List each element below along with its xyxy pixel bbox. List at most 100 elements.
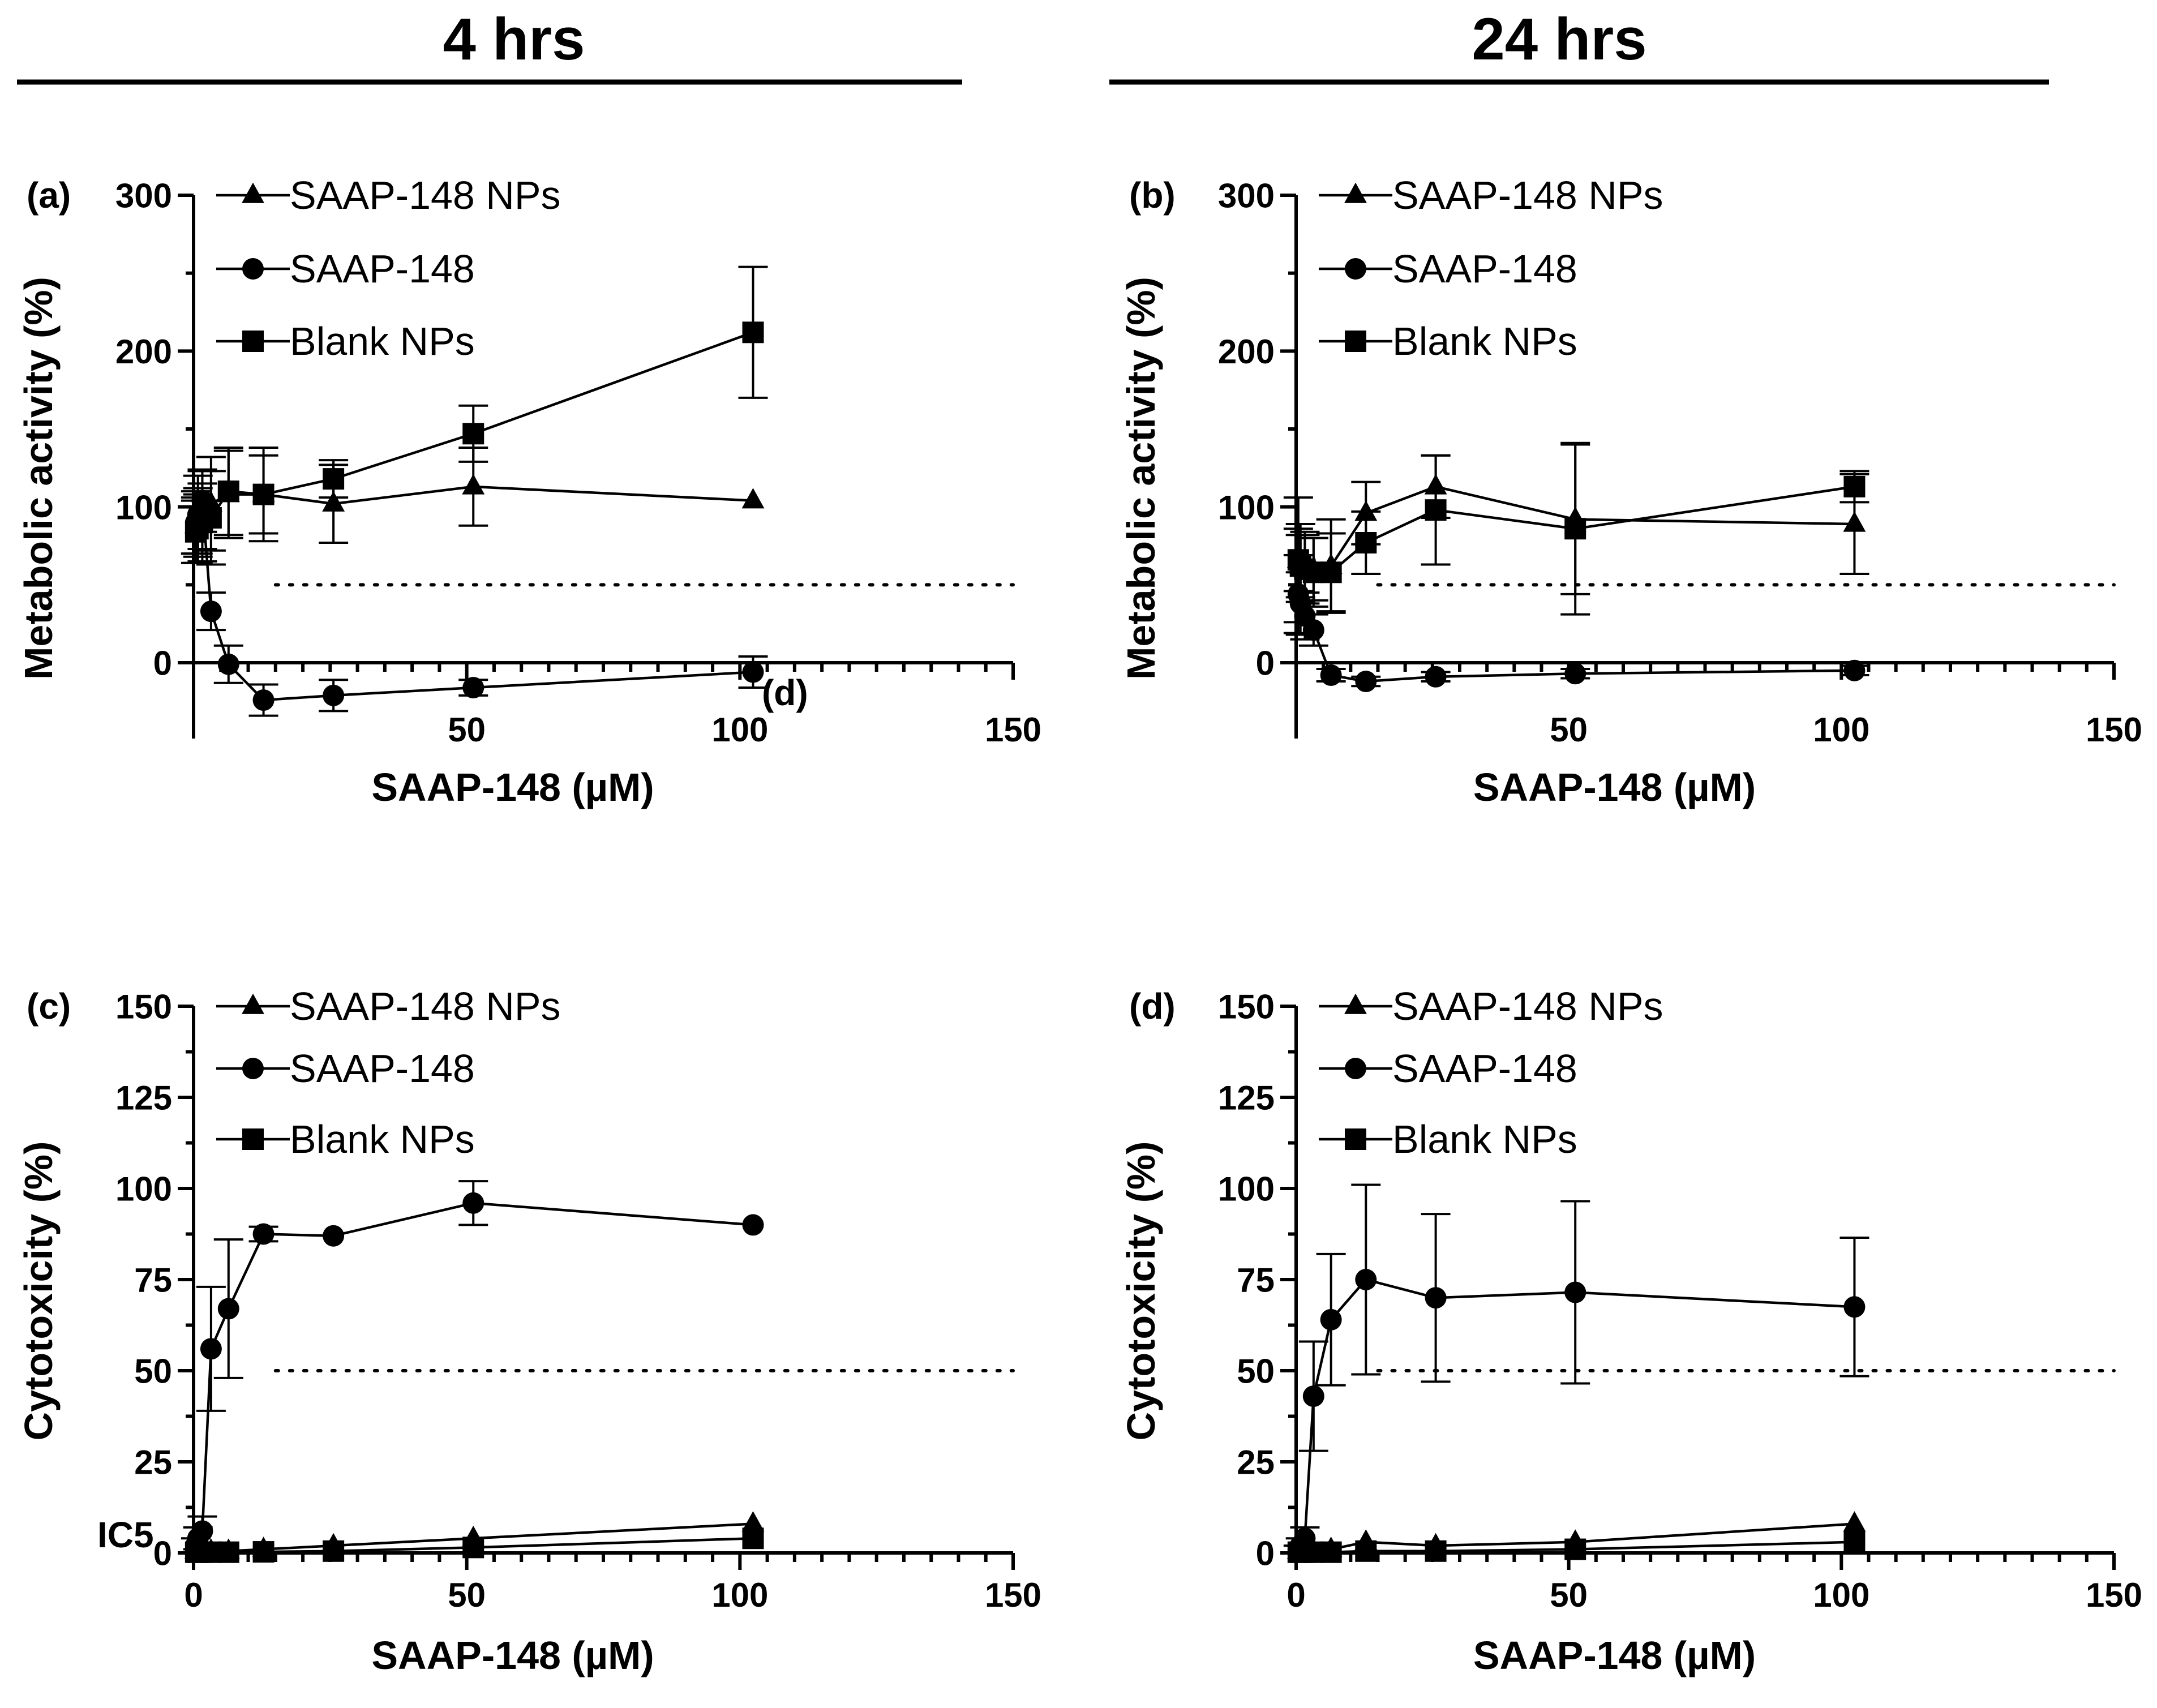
data-point [252, 1223, 275, 1245]
series-line [194, 1201, 753, 1546]
data-point [462, 1537, 484, 1559]
legend-label: SAAP-148 [1392, 1046, 1577, 1091]
legend-marker [242, 1128, 264, 1150]
data-point [462, 423, 484, 445]
data-point [1355, 671, 1377, 693]
x-tick-label: 0 [184, 1576, 203, 1614]
panel-a: 0 100 200 300 50 100 150 SAAP-148 (µM) Metabolic… [16, 173, 1041, 809]
legend-marker [242, 993, 264, 1014]
data-point [462, 677, 484, 699]
legend-item: Blank NPs [1319, 319, 1577, 363]
data-point [1355, 531, 1377, 553]
x-tick-label: 150 [2086, 711, 2142, 749]
header-4hrs: 4 hrs [443, 6, 585, 72]
data-point [462, 474, 485, 495]
data-point [1843, 475, 1866, 497]
y-tick-label: 25 [134, 1444, 172, 1482]
y-tick-label: 50 [1237, 1353, 1275, 1391]
x-tick-label: 100 [1813, 1576, 1869, 1614]
y-tick-label: 300 [115, 177, 172, 215]
series-saap-148 [181, 1180, 764, 1557]
x-tick-label: 100 [711, 711, 768, 749]
data-point [252, 483, 275, 505]
panel-c: 0 25 50 75 100 125 150 0 50 100 150 SAAP-148 (µM) Cy… [16, 984, 1041, 1677]
y-tick-label: 25 [1237, 1444, 1275, 1482]
y-axis-title: Metabolic activity (%) [16, 277, 61, 680]
legend-label: SAAP-148 NPs [290, 984, 561, 1028]
legend-marker [1344, 993, 1367, 1014]
data-point [1302, 619, 1324, 641]
legend-label: Blank NPs [1392, 1117, 1577, 1161]
data-point [200, 507, 222, 529]
series-line [194, 499, 753, 702]
series-saap-148 [1283, 554, 1869, 693]
panel-d: 0 25 50 75 100 125 150 0 50 100 150 SAAP-148 (µM) Cy… [1119, 984, 2142, 1677]
y-tick-label: 100 [115, 488, 172, 526]
data-point [323, 1225, 345, 1247]
y-tick-label: 150 [115, 988, 172, 1026]
legend-label: Blank NPs [290, 1117, 475, 1161]
legend-label: Blank NPs [1392, 319, 1577, 363]
legend-marker [1345, 258, 1366, 280]
x-axis-title: SAAP-148 (µM) [371, 1633, 654, 1677]
legend-item: SAAP-148 [1319, 247, 1577, 291]
series-blank-nps [1283, 441, 1869, 616]
legend-label: SAAP-148 [290, 1046, 475, 1091]
stray-label: IC5 [97, 1514, 154, 1555]
data-point [1564, 663, 1586, 685]
data-point [742, 321, 764, 344]
panel-label: (b) [1129, 175, 1176, 216]
data-point [1843, 1531, 1866, 1553]
legend-marker [242, 258, 264, 280]
panel-label: (c) [27, 986, 71, 1027]
legend-marker [1345, 331, 1366, 352]
y-axis-title: Cytotoxicity (%) [16, 1141, 61, 1441]
data-point [217, 1541, 239, 1563]
data-point [742, 661, 764, 683]
data-point [322, 491, 345, 512]
legend-label: SAAP-148 [290, 247, 475, 291]
x-tick-label: 100 [711, 1576, 768, 1614]
x-tick-label: 0 [1287, 1576, 1305, 1614]
y-tick-label: 125 [1218, 1079, 1275, 1117]
legend-item: SAAP-148 [1319, 1046, 1577, 1091]
x-tick-label: 50 [448, 711, 486, 749]
legend-item: Blank NPs [1319, 1117, 1577, 1161]
data-point [1843, 1511, 1866, 1532]
data-point [1425, 1540, 1447, 1562]
data-point [1564, 518, 1586, 540]
legend-item: SAAP-148 NPs [1319, 984, 1663, 1028]
y-tick-label: 200 [115, 333, 172, 371]
data-point [1355, 1540, 1377, 1562]
data-point [1843, 1296, 1866, 1318]
y-axis-title: Metabolic activity (%) [1119, 277, 1163, 680]
data-point [252, 689, 275, 711]
legend-item: Blank NPs [216, 319, 475, 363]
data-point [217, 1298, 239, 1320]
legend-marker [1345, 1058, 1366, 1079]
data-point [1425, 499, 1447, 521]
data-point [200, 1338, 222, 1360]
data-point [1425, 666, 1447, 688]
header-24hrs: 24 hrs [1472, 6, 1646, 72]
legend-item: SAAP-148 NPs [216, 173, 561, 217]
x-tick-label: 50 [1550, 1576, 1588, 1614]
data-point [323, 684, 345, 706]
data-point [323, 1540, 345, 1562]
y-tick-label: 100 [1218, 488, 1275, 526]
x-tick-label: 50 [448, 1576, 486, 1614]
y-tick-label: 100 [115, 1170, 172, 1208]
y-tick-label: 150 [1218, 988, 1275, 1026]
data-point [462, 1192, 484, 1214]
series-blank-nps [181, 265, 768, 566]
series-blank-nps [1287, 1531, 1866, 1563]
data-point [1320, 561, 1342, 583]
data-point [1564, 1281, 1586, 1303]
data-point [1355, 1269, 1377, 1290]
series-blank-nps [185, 1527, 764, 1563]
data-point [1302, 1385, 1324, 1407]
legend-marker [1345, 1128, 1366, 1150]
y-tick-label: 200 [1218, 333, 1275, 371]
y-tick-label: 50 [134, 1353, 172, 1391]
